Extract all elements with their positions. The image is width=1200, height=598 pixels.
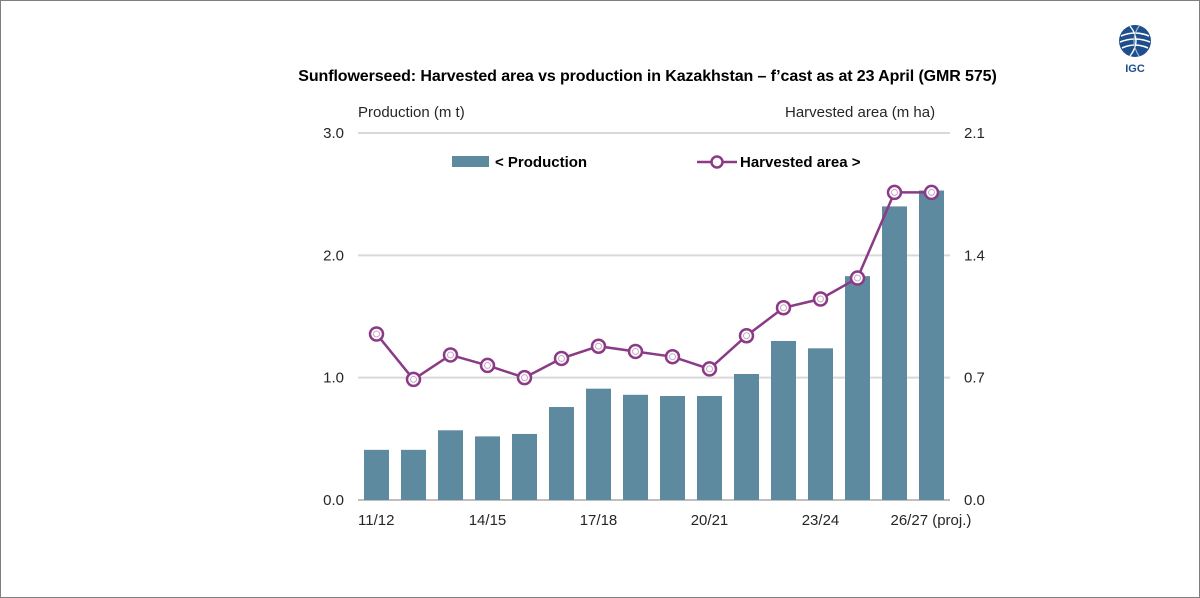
y-tick-label-right: 2.1 xyxy=(964,125,985,142)
x-tick-label: 20/21 xyxy=(691,512,729,529)
y-tick-label-left: 3.0 xyxy=(323,125,344,142)
production-bar xyxy=(438,430,463,500)
igc-globe-logo-icon: IGC xyxy=(1119,25,1151,74)
production-bar xyxy=(475,436,500,500)
x-tick-label: 23/24 xyxy=(802,512,840,529)
production-bar xyxy=(623,394,648,500)
production-bar xyxy=(808,348,833,500)
production-bar xyxy=(586,388,611,500)
y-tick-label-left: 2.0 xyxy=(323,247,344,264)
right-axis-title: Harvested area (m ha) xyxy=(785,104,936,121)
y-tick-label-left: 1.0 xyxy=(323,370,344,387)
y-tick-label-right: 0.0 xyxy=(964,492,985,509)
production-bar xyxy=(845,276,870,500)
harvested-area-marker-inner xyxy=(780,304,787,312)
x-tick-label: 26/27 (proj.) xyxy=(891,512,972,529)
legend-harvested-marker xyxy=(710,155,724,169)
harvested-area-marker-inner xyxy=(928,188,935,196)
production-bar xyxy=(919,190,944,500)
production-bar xyxy=(771,340,796,500)
harvested-area-line xyxy=(375,191,932,382)
harvested-area-marker-inner xyxy=(743,332,750,340)
harvested-area-marker-inner xyxy=(558,354,565,362)
harvested-area-marker-inner xyxy=(595,342,602,350)
harvested-area-marker-inner xyxy=(521,374,528,382)
harvested-area-marker-inner xyxy=(854,274,861,282)
harvested-area-marker-inner xyxy=(817,295,824,303)
legend-production-swatch xyxy=(452,156,489,167)
harvested-area-marker-inner xyxy=(447,351,454,359)
harvested-area-marker-inner xyxy=(373,330,380,338)
x-tick-label: 17/18 xyxy=(580,512,618,529)
x-tick-label: 14/15 xyxy=(469,512,507,529)
harvested-area-marker-inner xyxy=(484,361,491,369)
harvested-area-marker-inner xyxy=(632,347,639,355)
production-bar xyxy=(734,373,759,500)
legend-production-label: < Production xyxy=(495,154,587,171)
y-tick-label-right: 1.4 xyxy=(964,247,985,264)
production-bar xyxy=(401,449,426,500)
production-bar xyxy=(512,433,537,500)
production-bar xyxy=(882,206,907,500)
y-tick-label-right: 0.7 xyxy=(964,370,985,387)
harvested-area-marker-inner xyxy=(669,353,676,361)
production-bar xyxy=(549,407,574,500)
y-tick-label-left: 0.0 xyxy=(323,492,344,509)
x-tick-label: 11/12 xyxy=(358,512,394,529)
harvested-area-marker-inner xyxy=(891,188,898,196)
production-bar xyxy=(364,449,389,500)
production-bar xyxy=(660,396,685,500)
production-bar xyxy=(697,396,722,500)
logo-text: IGC xyxy=(1125,63,1145,74)
left-axis-title: Production (m t) xyxy=(358,104,465,121)
harvested-area-marker-inner xyxy=(410,375,417,383)
legend-harvested-label: Harvested area > xyxy=(740,154,861,171)
harvested-area-marker-inner xyxy=(706,365,713,373)
chart-title: Sunflowerseed: Harvested area vs product… xyxy=(298,68,997,85)
